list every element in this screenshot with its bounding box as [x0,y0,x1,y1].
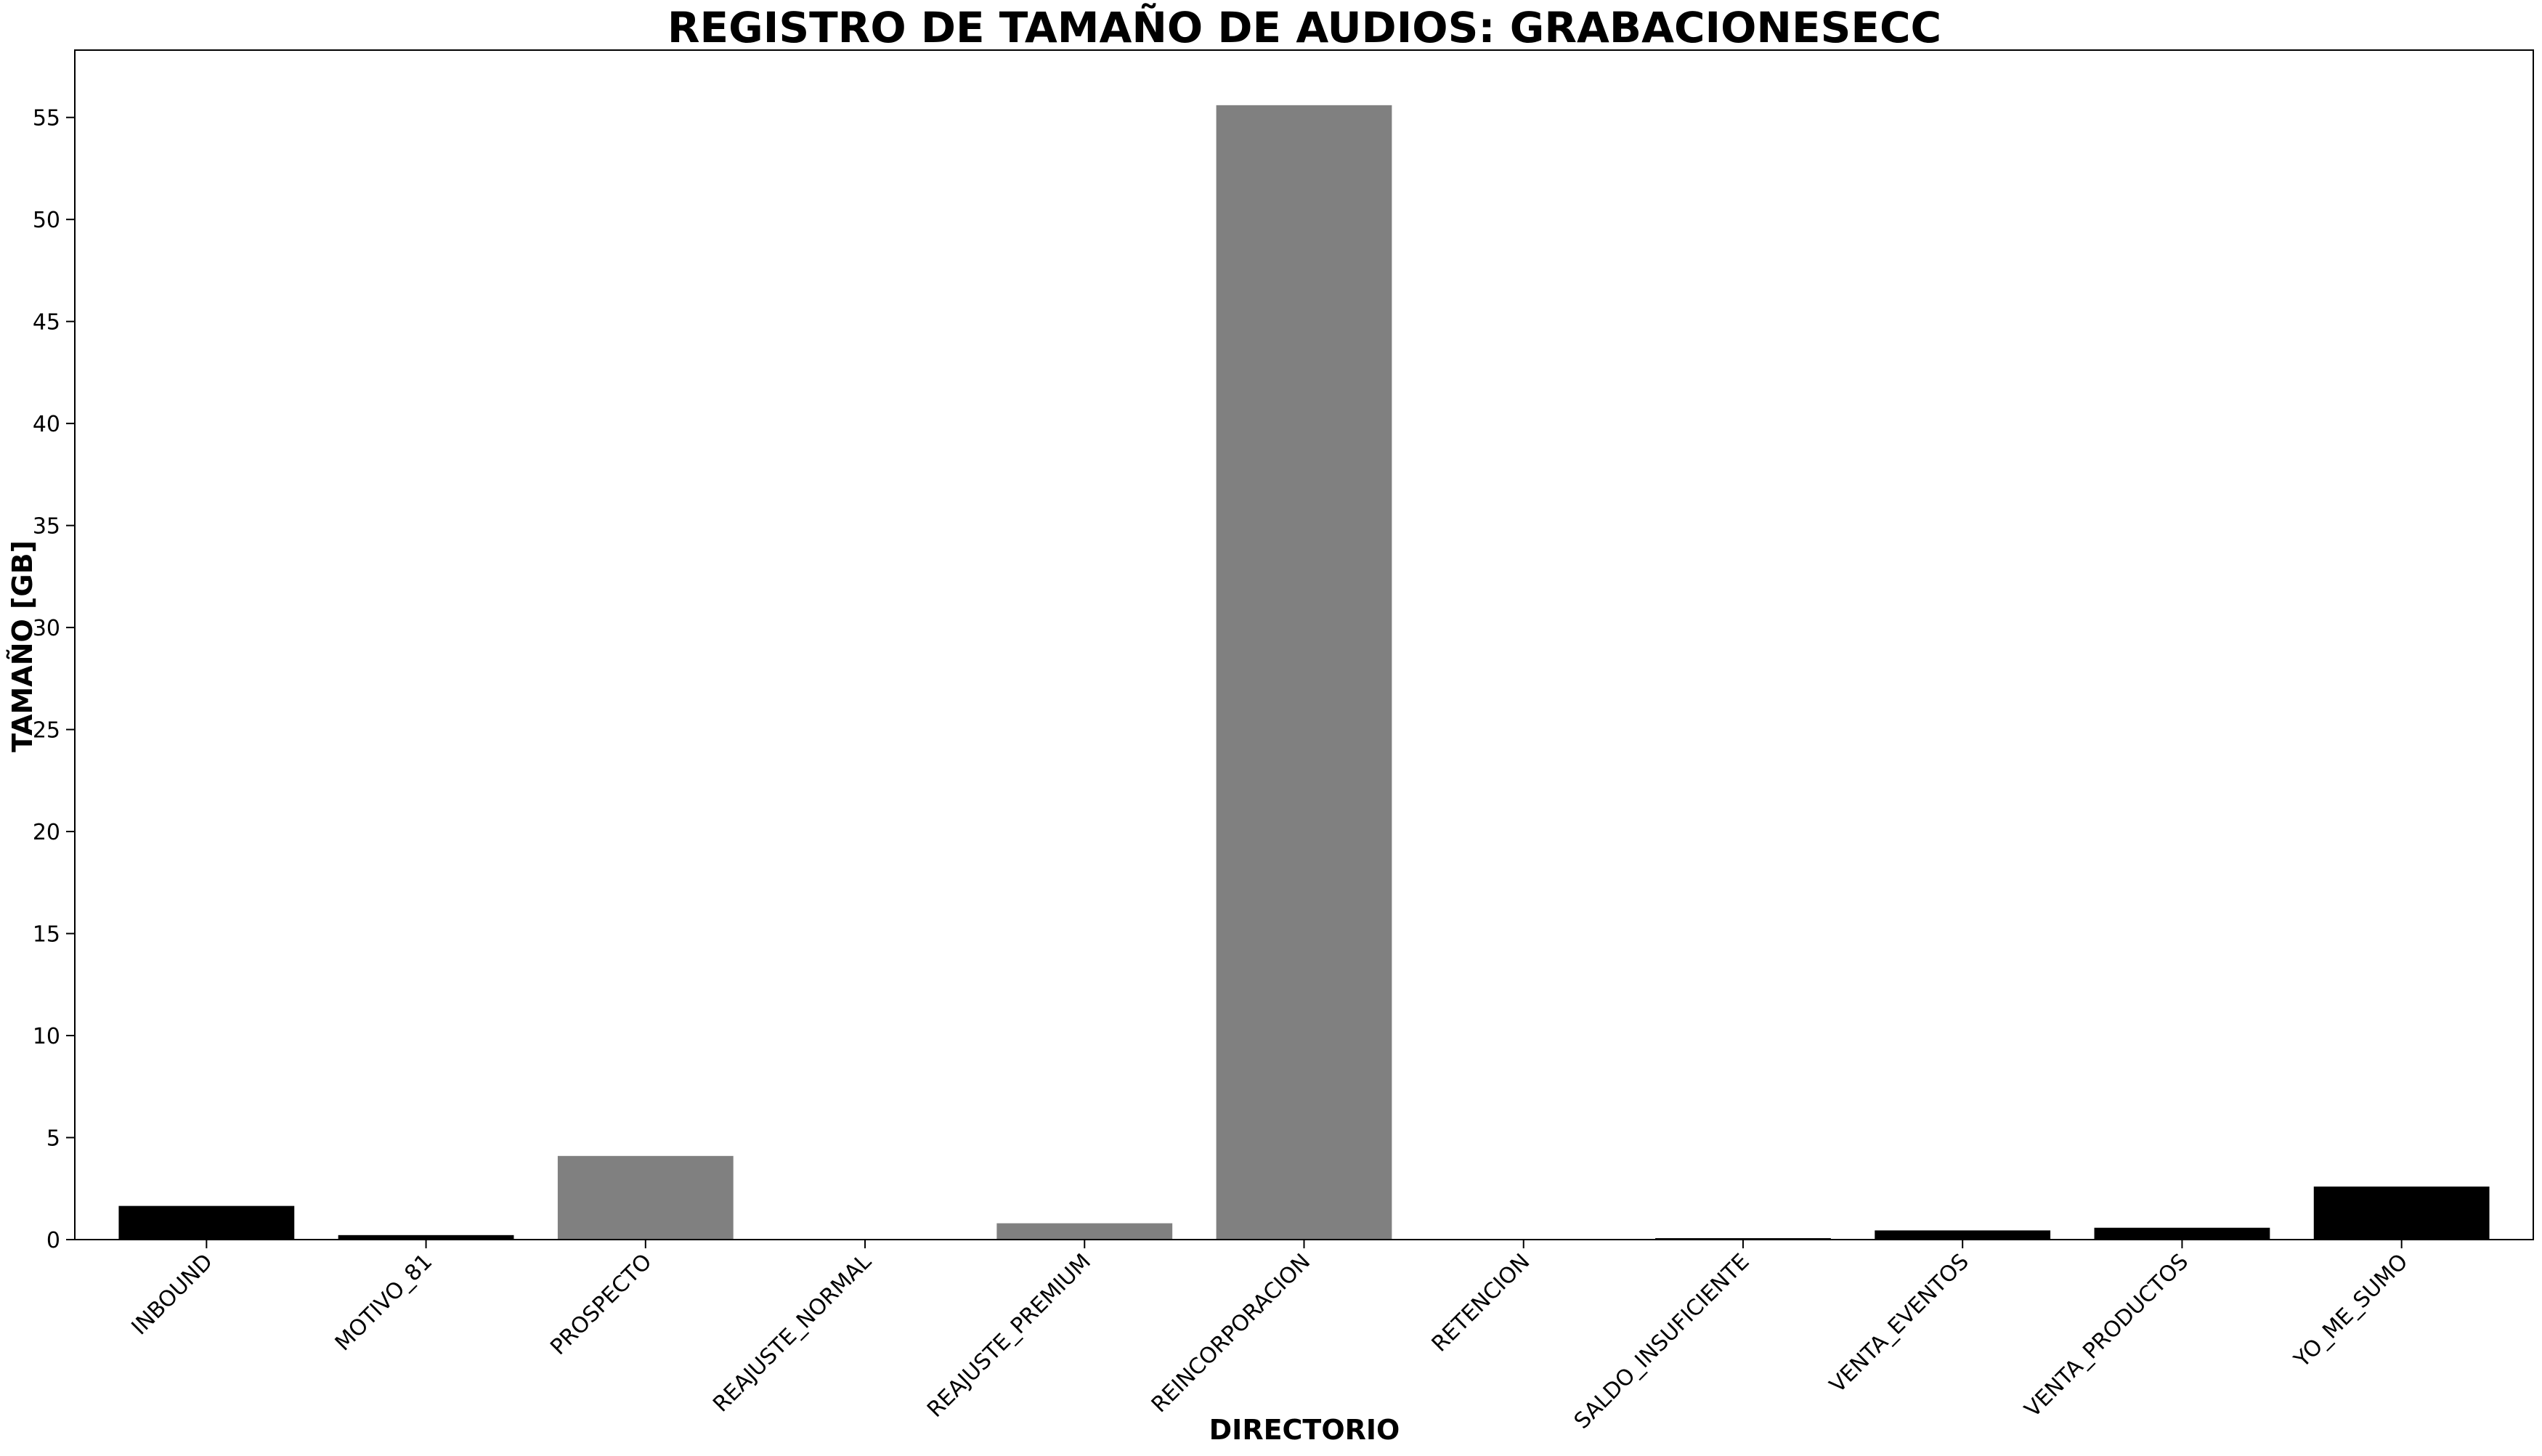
bar-venta-productos [2094,1227,2270,1240]
y-tick-label: 40 [33,412,60,437]
bar-reajuste-premium [996,1223,1173,1240]
y-tick-label: 45 [33,310,60,335]
y-axis-label: TAMAÑO [GB] [7,540,38,752]
y-tick-label: 5 [46,1126,60,1152]
y-tick-label: 55 [33,106,60,131]
y-tick-label: 25 [33,718,60,744]
chart-title: REGISTRO DE TAMAÑO DE AUDIOS: GRABACIONE… [667,2,1941,52]
bar-reincorporacion [1216,105,1392,1240]
bar-yo-me-sumo [2313,1186,2490,1240]
bar-venta-eventos [1875,1230,2051,1240]
y-tick-label: 0 [46,1228,60,1253]
y-tick-label: 20 [33,820,60,845]
bar-motivo-81 [338,1235,514,1240]
y-tick-label: 15 [33,922,60,948]
y-tick-label: 10 [33,1024,60,1049]
y-tick-label: 35 [33,514,60,540]
x-axis-label: DIRECTORIO [1209,1414,1400,1446]
y-tick-label: 30 [33,616,60,641]
bar-inbound [118,1205,295,1240]
bar-prospecto [557,1155,734,1240]
y-tick-label: 50 [33,208,60,233]
bars-layer [118,105,2490,1240]
